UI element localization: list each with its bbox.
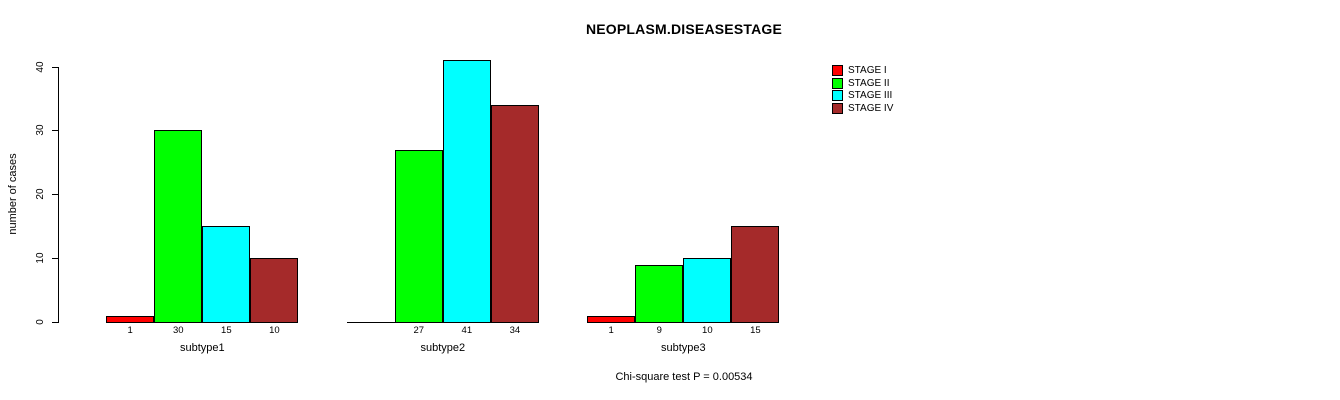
bar-stage-iv-subtype1: [250, 258, 299, 323]
bar-value-label: 30: [172, 325, 184, 336]
y-axis-line: [58, 66, 59, 323]
chart-title: NEOPLASM.DISEASESTAGE: [585, 21, 783, 37]
bar-stage-i-subtype1: [106, 315, 155, 323]
category-label-subtype1: subtype1: [179, 342, 225, 354]
bar-value-label: 1: [127, 325, 133, 336]
bar-stage-iii-subtype3: [683, 258, 732, 323]
legend-label: STAGE I: [848, 64, 887, 76]
bar-value-label: 9: [656, 325, 662, 336]
legend-item-stage-i: STAGE I: [832, 64, 893, 77]
y-tick-label: 20: [35, 188, 46, 200]
bar-value-label: 15: [750, 325, 761, 336]
bar-value-label: 34: [509, 325, 521, 336]
bar-value-label: 10: [269, 325, 280, 336]
bar-zero-stage-i-subtype2: [346, 322, 396, 323]
y-tick-label: 30: [35, 124, 46, 136]
legend-item-stage-ii: STAGE II: [832, 77, 893, 90]
bar-stage-ii-subtype2: [394, 149, 443, 323]
bar-value-label: 15: [221, 325, 232, 336]
category-label-subtype2: subtype2: [420, 342, 466, 354]
y-tick-mark: [52, 258, 58, 260]
y-tick-mark: [52, 130, 58, 132]
legend-label: STAGE IV: [848, 103, 894, 115]
y-tick-label: 0: [35, 319, 46, 325]
legend-swatch: [832, 64, 843, 76]
legend-item-stage-iii: STAGE III: [832, 90, 893, 103]
y-tick-mark: [52, 66, 58, 68]
y-tick-label: 40: [35, 60, 46, 73]
legend-item-stage-iv: STAGE IV: [832, 102, 893, 115]
legend: STAGE I STAGE II STAGE III STAGE IV: [832, 64, 893, 115]
bar-stage-ii-subtype3: [635, 264, 684, 323]
legend-label: STAGE III: [848, 90, 893, 102]
y-tick-mark: [52, 194, 58, 196]
bar-stage-iv-subtype2: [490, 104, 539, 323]
bar-stage-iii-subtype2: [442, 60, 491, 323]
legend-swatch: [832, 77, 843, 89]
bar-value-label: 1: [608, 325, 614, 336]
bar-stage-iii-subtype1: [202, 226, 251, 323]
legend-swatch: [832, 103, 843, 115]
y-tick-mark: [52, 322, 58, 323]
bar-value-label: 10: [702, 325, 713, 336]
legend-label: STAGE II: [848, 77, 890, 89]
y-tick-label: 10: [35, 252, 46, 264]
bar-stage-iv-subtype3: [731, 226, 780, 323]
chi-square-note: Chi-square test P = 0.00534: [615, 371, 753, 383]
bar-value-label: 27: [413, 325, 425, 336]
category-label-subtype3: subtype3: [660, 342, 706, 354]
bar-stage-ii-subtype1: [154, 130, 203, 323]
bar-value-label: 41: [461, 325, 473, 336]
legend-swatch: [832, 90, 843, 102]
bar-stage-i-subtype3: [587, 315, 636, 323]
y-axis-label: number of cases: [7, 153, 19, 235]
